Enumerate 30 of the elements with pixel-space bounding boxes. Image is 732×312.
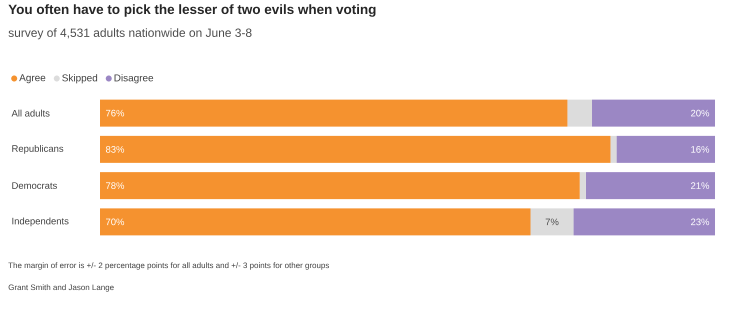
data-label: 23% — [691, 218, 710, 226]
bar — [580, 172, 586, 200]
y-tick-label: Republicans — [12, 144, 64, 154]
legend-label: Skipped — [62, 74, 98, 84]
bar — [100, 208, 531, 236]
data-label: 20% — [691, 110, 710, 116]
data-label: 76% — [106, 110, 124, 116]
chart-subtitle: survey of 4,531 adults nationwide on June 3-8 — [8, 28, 252, 40]
bar — [574, 208, 716, 236]
y-tick-label: Democrats — [12, 182, 57, 189]
bar — [610, 136, 617, 163]
bar — [616, 136, 716, 163]
bar — [100, 100, 568, 127]
data-label: 7% — [546, 218, 559, 226]
y-tick-label: Independents — [12, 217, 69, 226]
bar — [592, 100, 716, 127]
bar — [530, 208, 574, 236]
legend-label: Agree — [19, 74, 46, 84]
data-label: 70% — [106, 218, 124, 226]
data-label: 83% — [106, 146, 124, 153]
legend-label: Disagree — [114, 74, 154, 84]
chart-title: You often have to pick the lesser of two evils when voting — [8, 4, 376, 17]
bar — [100, 136, 610, 163]
bar — [100, 172, 580, 200]
bar — [586, 172, 716, 200]
data-label: 16% — [691, 146, 710, 153]
y-tick-label: All adults — [12, 110, 50, 117]
data-label: 78% — [106, 182, 124, 189]
data-label: 21% — [691, 182, 710, 189]
bar — [567, 100, 592, 127]
